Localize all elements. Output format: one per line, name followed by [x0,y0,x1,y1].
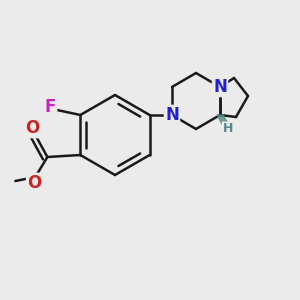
Text: F: F [45,98,56,116]
Text: O: O [27,174,41,192]
Polygon shape [217,115,230,131]
Text: O: O [25,119,40,137]
Text: N: N [213,78,227,96]
Text: H: H [223,122,233,136]
Text: N: N [165,106,179,124]
